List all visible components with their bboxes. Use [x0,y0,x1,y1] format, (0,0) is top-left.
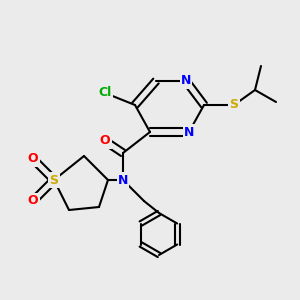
Text: N: N [181,74,191,88]
Text: S: S [50,173,58,187]
Text: Cl: Cl [98,86,112,100]
Text: O: O [28,152,38,166]
Text: O: O [100,134,110,148]
Text: N: N [118,173,128,187]
Text: S: S [230,98,238,112]
Text: N: N [184,125,194,139]
Text: Cl: Cl [98,86,112,100]
Text: O: O [28,194,38,208]
